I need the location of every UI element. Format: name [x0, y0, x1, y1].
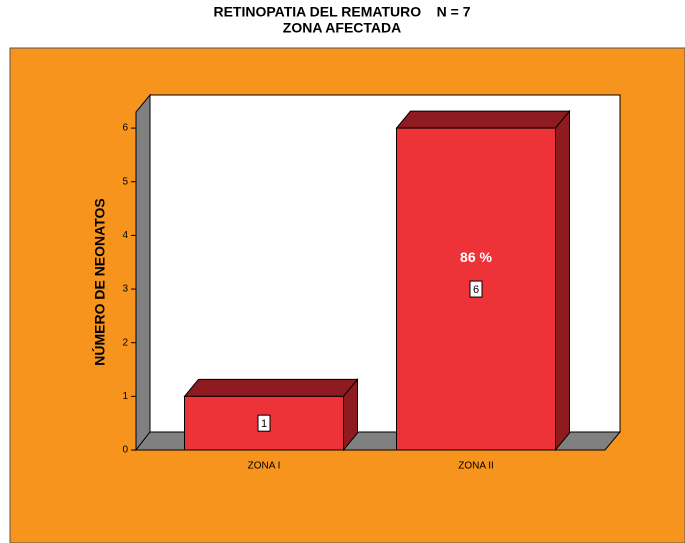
- chart-title: RETINOPATIA DEL REMATURO N = 7: [213, 4, 470, 20]
- y-tick-label: 2: [122, 337, 128, 348]
- y-axis-label: NÚMERO DE NEONATOS: [91, 198, 108, 366]
- value-label-box: [469, 280, 483, 298]
- y-tick-label: 5: [122, 176, 128, 187]
- y-tick-label: 1: [122, 391, 128, 402]
- value-label-box: [257, 414, 271, 432]
- value-label: 1: [261, 418, 267, 430]
- chart-subtitle: ZONA AFECTADA: [283, 20, 401, 36]
- annotation: 86 %: [460, 249, 492, 265]
- bar-top: [183, 378, 359, 397]
- y-tick-label: 4: [122, 230, 128, 241]
- bar-top: [395, 110, 571, 129]
- y-tick-label: 6: [122, 123, 128, 134]
- y-tick-label: 3: [122, 284, 128, 295]
- bar-side: [555, 109, 570, 452]
- value-label: 6: [473, 284, 479, 296]
- side-wall: [135, 93, 151, 452]
- x-tick-label: ZONA I: [248, 461, 281, 472]
- y-tick-label: 0: [122, 445, 128, 456]
- x-tick-label: ZONA II: [458, 461, 494, 472]
